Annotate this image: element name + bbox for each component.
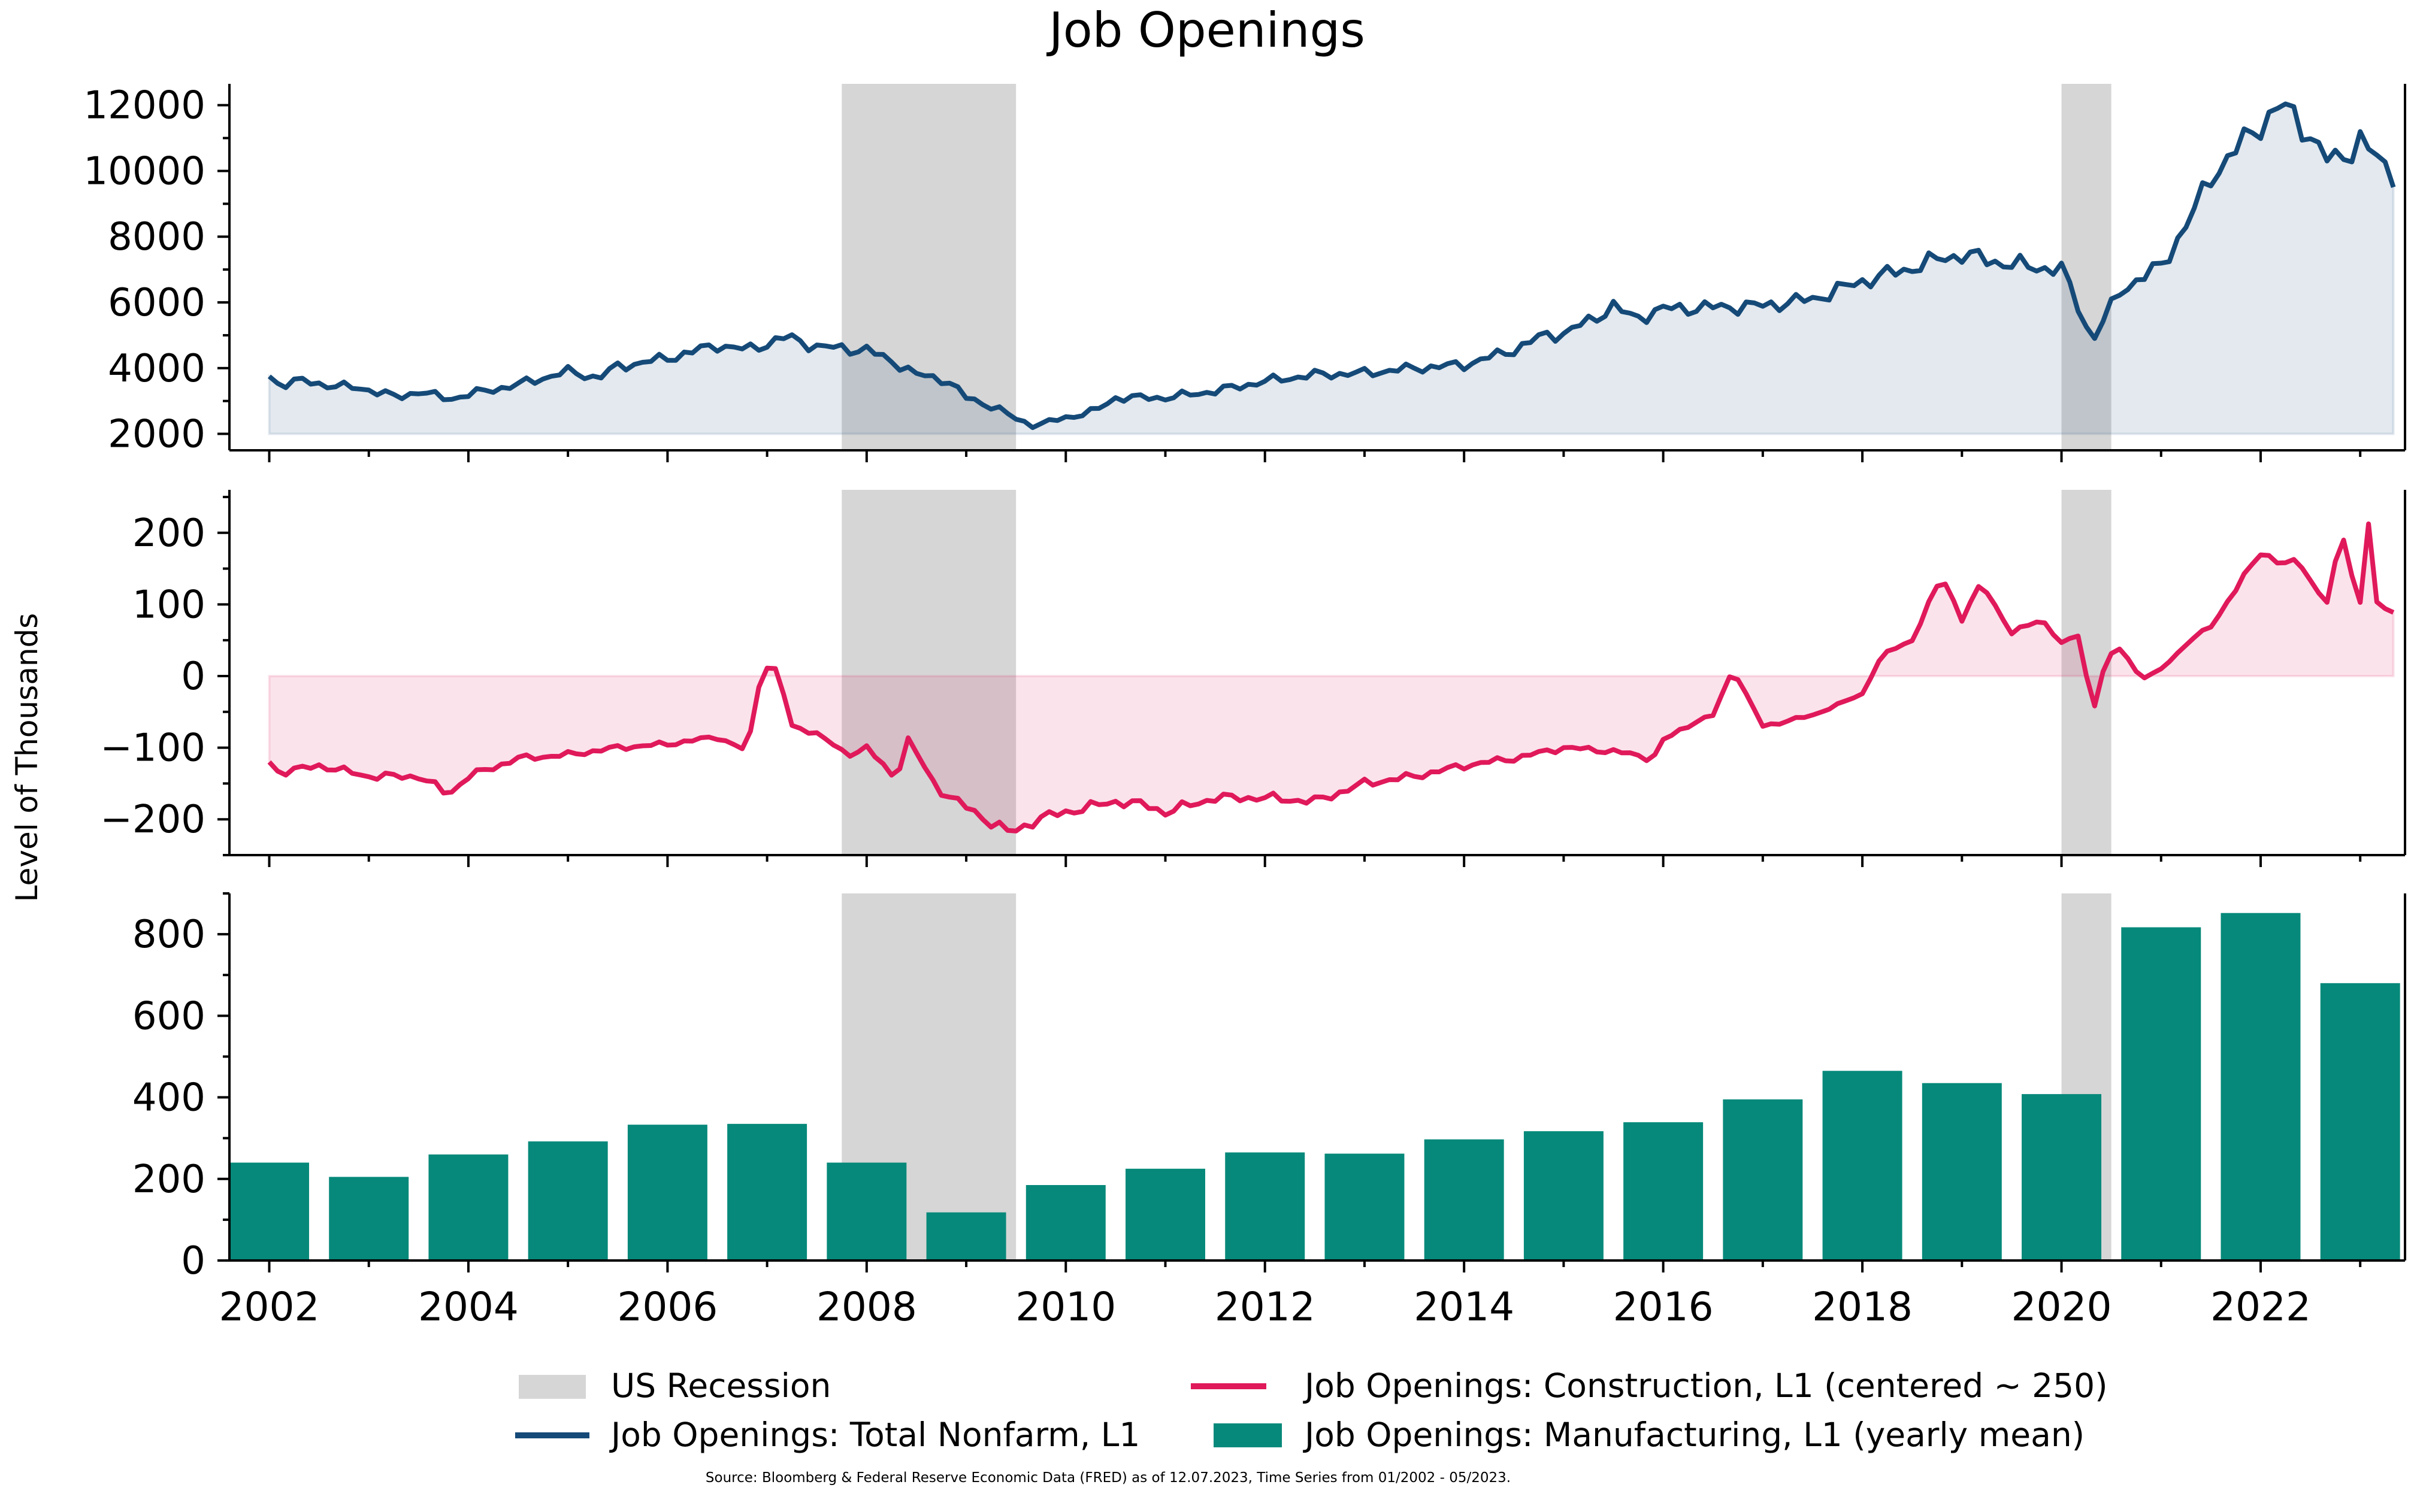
bar-2011 xyxy=(1126,1168,1205,1260)
bar-2021 xyxy=(2121,927,2201,1260)
recession-band-1 xyxy=(2061,84,2112,450)
x-tick-label: 2004 xyxy=(418,1284,519,1330)
legend: US Recession Job Openings: Total Nonfarm… xyxy=(515,1366,2108,1454)
bar-2005 xyxy=(528,1141,608,1260)
bar-2008 xyxy=(827,1162,907,1260)
y-tick-label: 400 xyxy=(132,1076,205,1120)
y-tick-label: 4000 xyxy=(108,347,205,391)
y-axis-label: Level of Thousands xyxy=(10,613,44,902)
bar-2007 xyxy=(727,1123,807,1260)
y-tick-label: 600 xyxy=(132,994,205,1038)
x-tick-label: 2018 xyxy=(1812,1284,1913,1330)
x-axis: 2002 2004 2006 2008 2010 2012 2014 2016 2018 2020… xyxy=(219,1284,2311,1330)
bar-2002 xyxy=(229,1162,309,1260)
bar-2017 xyxy=(1723,1099,1803,1260)
x-tick-label: 2014 xyxy=(1414,1284,1514,1330)
recession-band-0 xyxy=(842,490,1017,855)
chart-title: Job Openings xyxy=(1046,2,1365,58)
legend-label-recession: US Recession xyxy=(611,1366,831,1405)
bar-2010 xyxy=(1026,1184,1106,1260)
x-tick-label: 2008 xyxy=(816,1284,917,1330)
x-tick-label: 2022 xyxy=(2210,1284,2311,1330)
panel-construction: −200 −100 0 100 200 xyxy=(100,490,2406,867)
y-tick-label: −100 xyxy=(100,726,205,771)
bar-2019 xyxy=(1922,1083,2002,1260)
y-tick-label: 2000 xyxy=(108,413,205,457)
bar-2015 xyxy=(1523,1131,1604,1260)
bar-2006 xyxy=(627,1125,707,1260)
legend-swatch-manufacturing xyxy=(1214,1423,1282,1447)
legend-label-total: Job Openings: Total Nonfarm, L1 xyxy=(609,1416,1140,1454)
bar-2013 xyxy=(1324,1153,1405,1260)
bar-2016 xyxy=(1623,1122,1704,1260)
y-tick-label: 0 xyxy=(181,1239,205,1283)
y-tick-label: −200 xyxy=(100,798,205,842)
bar-2022 xyxy=(2221,913,2301,1260)
bar-2004 xyxy=(428,1154,509,1260)
series-line-total xyxy=(267,101,2396,431)
y-tick-label: 200 xyxy=(132,1158,205,1202)
bar-2020 xyxy=(2022,1094,2102,1260)
bar-2012 xyxy=(1225,1152,1305,1260)
series-line-construction xyxy=(267,521,2395,834)
y-tick-label: 6000 xyxy=(108,281,205,325)
panel-total-nonfarm: 2000 4000 6000 8000 10000 12000 xyxy=(83,84,2406,462)
x-tick-label: 2016 xyxy=(1613,1284,1714,1330)
x-tick-label: 2012 xyxy=(1215,1284,1315,1330)
y-tick-label: 200 xyxy=(132,511,205,556)
y-tick-label: 8000 xyxy=(108,215,205,259)
y-tick-label: 12000 xyxy=(83,84,205,128)
bar-2014 xyxy=(1424,1139,1504,1260)
source-note: Source: Bloomberg & Federal Reserve Econ… xyxy=(706,1470,1511,1486)
y-tick-label: 100 xyxy=(132,583,205,627)
bar-2023 xyxy=(2320,983,2400,1260)
x-tick-label: 2020 xyxy=(2011,1284,2112,1330)
legend-label-construction: Job Openings: Construction, L1 (centered… xyxy=(1303,1366,2108,1405)
y-tick-label: 10000 xyxy=(83,149,205,193)
bar-2009 xyxy=(926,1212,1006,1260)
y-tick-label: 800 xyxy=(132,913,205,957)
legend-swatch-recession xyxy=(519,1375,586,1399)
panel-manufacturing: 0 200 400 600 800 xyxy=(132,892,2406,1283)
bar-2018 xyxy=(1822,1071,1902,1260)
x-tick-label: 2006 xyxy=(617,1284,718,1330)
y-tick-label: 0 xyxy=(181,655,205,699)
x-tick-label: 2010 xyxy=(1015,1284,1116,1330)
recession-band-0 xyxy=(842,84,1017,450)
bar-2003 xyxy=(329,1177,409,1260)
legend-label-manufacturing: Job Openings: Manufacturing, L1 (yearly … xyxy=(1303,1416,2085,1454)
x-tick-label: 2002 xyxy=(219,1284,320,1330)
